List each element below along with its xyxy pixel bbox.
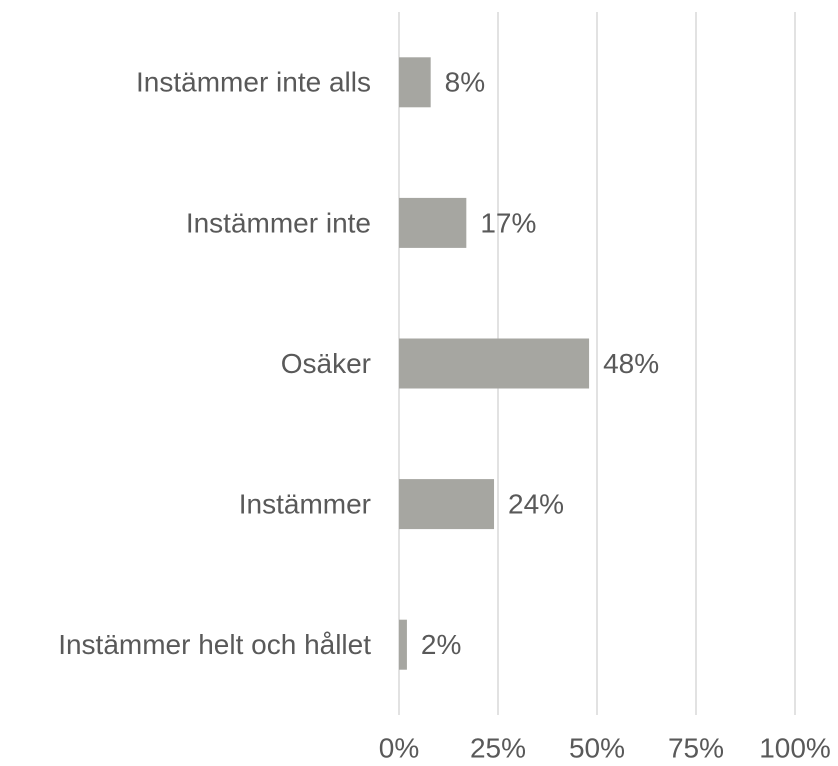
x-tick-label: 50% (569, 732, 625, 763)
bar (399, 479, 495, 530)
bar (399, 57, 431, 108)
x-tick-label: 75% (668, 732, 724, 763)
y-tick-label: Instämmer inte (186, 207, 371, 238)
bar (399, 338, 590, 389)
y-tick-label: Instämmer (239, 488, 371, 519)
y-tick-label: Instämmer inte alls (136, 67, 371, 98)
value-label: 17% (480, 207, 536, 238)
value-label: 48% (603, 348, 659, 379)
bar (399, 197, 467, 248)
y-tick-label: Instämmer helt och hållet (58, 629, 371, 660)
x-tick-label: 100% (759, 732, 831, 763)
x-tick-label: 0% (379, 732, 419, 763)
value-label: 8% (445, 67, 485, 98)
bar (399, 619, 407, 670)
y-tick-label: Osäker (281, 348, 371, 379)
value-label: 24% (508, 488, 564, 519)
value-label: 2% (421, 629, 461, 660)
x-tick-label: 25% (470, 732, 526, 763)
